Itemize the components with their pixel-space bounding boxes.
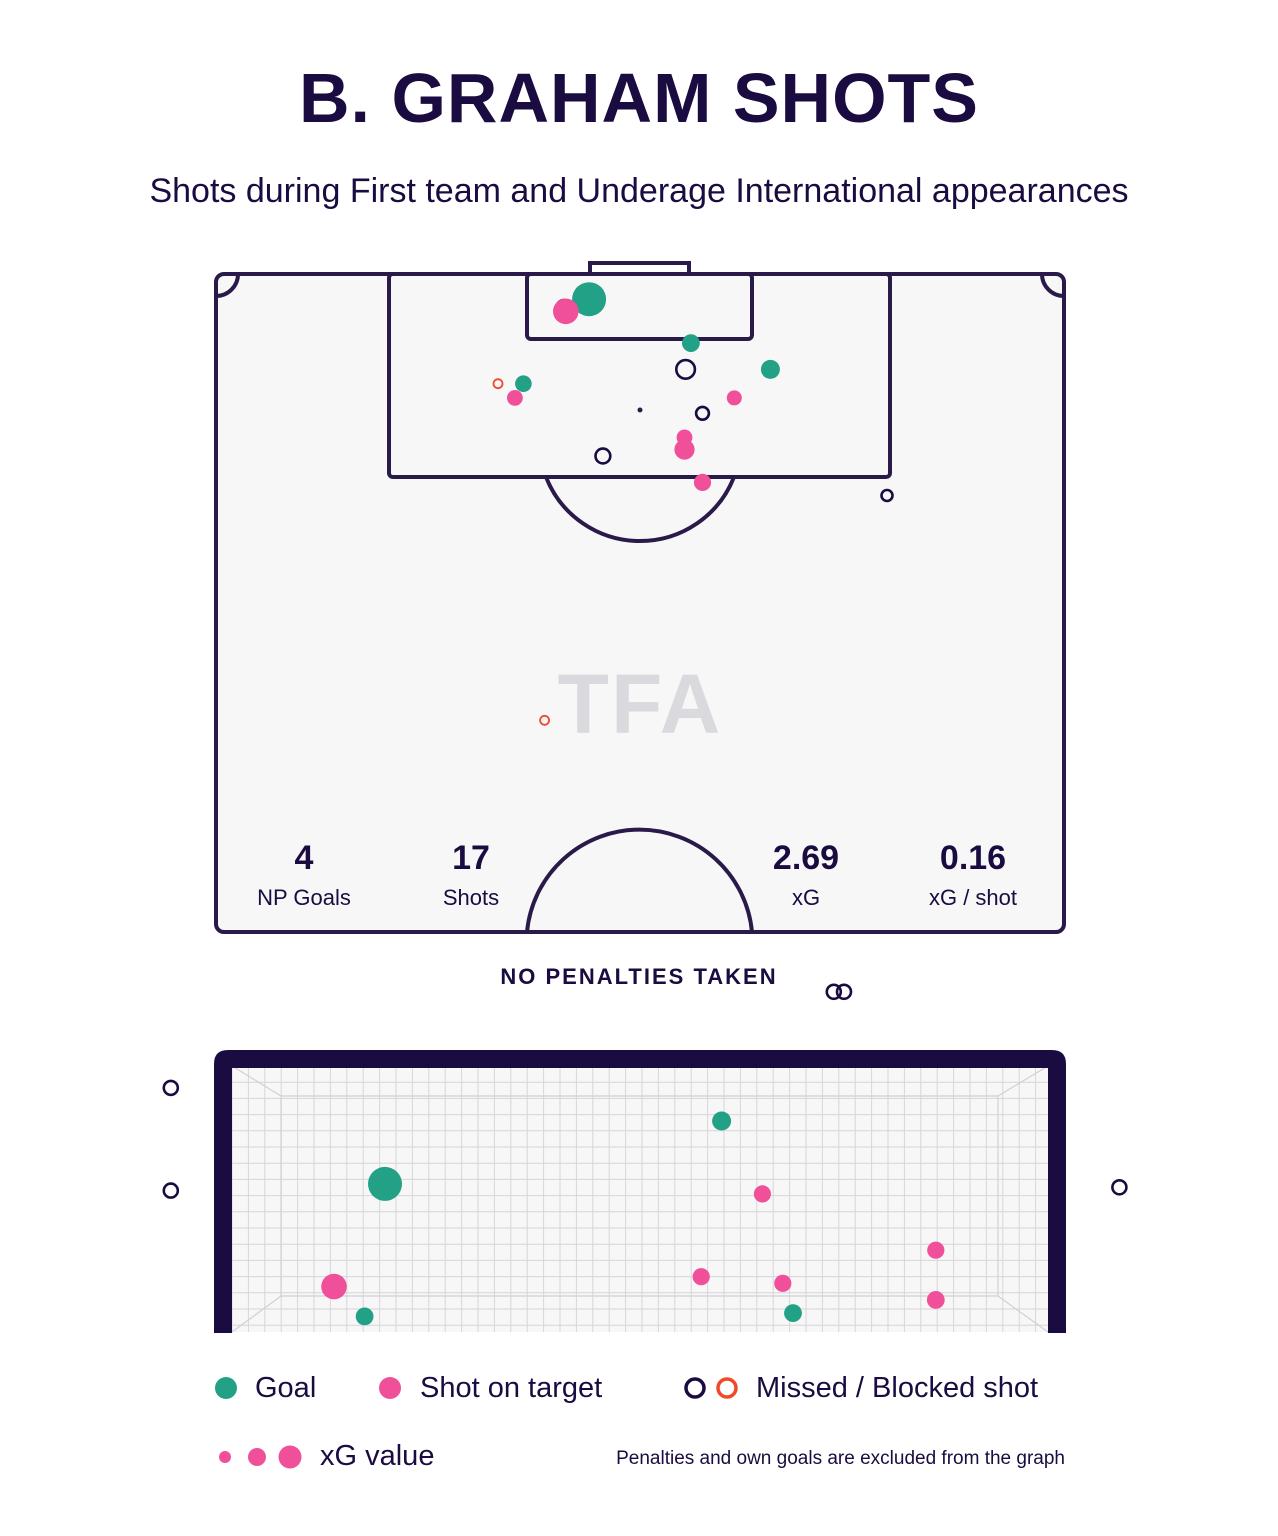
pitch-shot-blocked [492, 378, 504, 390]
goal-net-depth-lines [231, 1065, 1049, 1333]
goal-shot-on-target [753, 1185, 772, 1203]
pitch-shot-blocked [539, 714, 550, 726]
legend: Goal Shot on target Missed / Blocked sho… [215, 1372, 1065, 1472]
penalty-spot [637, 407, 643, 413]
pitch-shot-goal [760, 359, 780, 379]
legend-missed-blocked-label: Missed / Blocked shot [756, 1372, 1038, 1404]
corner-arc-right [1040, 273, 1065, 298]
pitch-shot-goal [682, 334, 700, 352]
penalty-arc [544, 476, 736, 543]
net-depth-top-right [997, 1065, 1049, 1097]
chart-subtitle: Shots during First team and Underage Int… [149, 172, 1129, 210]
goal-net-background [232, 1066, 1048, 1332]
pitch-outline [214, 272, 1066, 934]
penalty-note: NO PENALTIES TAKEN [500, 964, 777, 989]
legend-xg-large [278, 1445, 302, 1469]
centre-circle-half [525, 827, 754, 933]
pitch-shot-missed [594, 447, 612, 465]
goal-shot-goal [784, 1304, 802, 1322]
legend-on-target-marker [379, 1377, 401, 1399]
goal-shot-missed [162, 1182, 180, 1199]
stat-xg-label: xG [792, 885, 820, 910]
pitch-shot-on-target [674, 439, 695, 460]
pitch-shot-missed [694, 405, 711, 421]
net-depth-top-left [231, 1065, 282, 1097]
goal-shot-missed [825, 983, 843, 1001]
chart-title: B. GRAHAM SHOTS [299, 59, 979, 137]
pitch-shot-on-target [726, 390, 742, 406]
legend-missed-marker [684, 1377, 706, 1399]
pitch-shot-on-target [507, 390, 523, 406]
goal-shot-on-target [692, 1268, 710, 1286]
shot-markers-pitch [492, 282, 894, 726]
goal-shot-missed [162, 1079, 180, 1097]
net-depth-bottom-right [997, 1295, 1049, 1333]
pitch-shot-missed [674, 358, 697, 381]
stat-shots-label: Shots [443, 885, 499, 910]
legend-xg-label: xG value [320, 1440, 434, 1472]
goal-shot-missed [835, 983, 853, 1001]
watermark-logo: TFA [558, 657, 723, 751]
legend-blocked-marker [716, 1377, 738, 1399]
shot-markers-goal [162, 983, 1128, 1326]
corner-arc-left [215, 273, 240, 298]
goal-shot-on-target [927, 1241, 945, 1259]
pitch-shot-goal [572, 282, 607, 317]
stat-xg-value: 2.69 [773, 839, 839, 877]
legend-xg-medium [248, 1448, 266, 1466]
goal-shot-on-target [926, 1291, 945, 1309]
legend-goal-label: Goal [255, 1372, 316, 1404]
goal-frame-top-view [588, 261, 691, 274]
stats-block: 4 NP Goals 17 Shots 2.69 xG 0.16 xG / sh… [257, 839, 1017, 910]
legend-xg-small [219, 1451, 231, 1463]
goal-shot-on-target [774, 1274, 792, 1292]
pitch-shot-on-target [693, 473, 712, 491]
goal-shot-missed [1111, 1179, 1128, 1196]
pitch-half [214, 261, 1066, 934]
pitch-shot-on-target [553, 298, 579, 325]
six-yard-box [525, 272, 754, 341]
goal-mouth [214, 1050, 1066, 1333]
legend-on-target-label: Shot on target [420, 1372, 602, 1404]
net-depth-bottom-left [231, 1295, 282, 1333]
stat-np-goals-label: NP Goals [257, 885, 351, 910]
legend-goal-marker [215, 1377, 237, 1399]
goal-shot-on-target [321, 1273, 347, 1300]
pitch-shot-goal [515, 375, 532, 393]
stat-shots-value: 17 [452, 839, 490, 877]
goal-shot-goal [712, 1111, 732, 1131]
goal-shot-goal [355, 1307, 374, 1326]
stat-xg-per-shot-label: xG / shot [929, 885, 1017, 910]
stat-np-goals-value: 4 [295, 839, 314, 877]
stat-xg-per-shot-value: 0.16 [940, 839, 1006, 877]
goal-shot-goal [368, 1166, 402, 1201]
goal-net-grid [231, 1065, 1048, 1332]
footnote: Penalties and own goals are excluded fro… [616, 1448, 1065, 1469]
pitch-shot-missed [880, 488, 894, 503]
